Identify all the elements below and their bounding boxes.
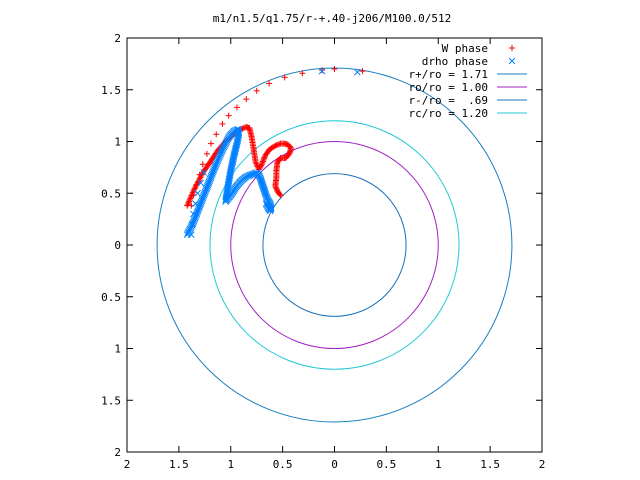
x-tick-label: 0.5 [273,458,293,471]
x-tick-label: 1 [227,458,234,471]
data-point [184,201,191,208]
legend-label: rc/ro = 1.20 [409,107,488,120]
data-point [185,199,192,206]
data-point [273,142,280,149]
data-point [318,67,326,75]
data-point [359,68,366,75]
legend-label: ro/ro = 1.00 [409,81,488,94]
data-point [252,159,259,166]
data-point [276,191,283,198]
legend-label: r-/ro = .69 [409,94,488,107]
x-tick-label: 0.5 [376,458,396,471]
y-tick-label: 2 [114,32,121,45]
data-point [272,183,279,190]
data-point [272,142,279,149]
data-point [186,198,193,205]
data-point [261,154,268,161]
data-point [187,195,194,202]
data-point [260,155,267,162]
x-tick-label: 1 [435,458,442,471]
data-point [253,87,260,94]
data-point [189,189,196,196]
series-group [183,67,361,239]
data-point [243,96,250,103]
legend-label: W phase [442,42,488,55]
y-tick-label: 0 [114,239,121,252]
legend-label: r+/ro = 1.71 [409,68,488,81]
data-point [194,189,201,197]
y-tick-label: 0.5 [101,291,121,304]
chart-title: m1/n1.5/q1.75/r-+.40-j206/M100.0/512 [213,12,451,25]
y-tick-label: 1 [114,136,121,149]
circle-line [230,141,439,349]
data-point [259,158,266,165]
data-point [186,196,193,203]
data-point [213,131,220,138]
x-tick-label: 2 [124,458,131,471]
data-point [191,186,198,193]
data-point [192,200,199,207]
data-point [194,179,201,186]
series-layer [183,66,366,239]
data-point [208,140,215,147]
y-tick-label: 1.5 [101,394,121,407]
data-point [219,120,226,127]
data-point [196,175,203,182]
x-tick-label: 1.5 [480,458,500,471]
tick-layer: 2 1.5 1 0.5 0 0.5 1 1.5 221.510.500.511.52 [101,32,545,471]
data-point [188,192,195,199]
y-tick-label: 2 [114,446,121,459]
data-point [276,141,283,148]
data-point [277,192,284,199]
circle-line [209,120,460,370]
data-point [184,202,191,209]
legend-label: drho phase [422,55,488,68]
data-point [195,178,202,185]
data-point [281,74,288,81]
x-tick-label: 0 [331,458,338,471]
x-tick-label: 2 [539,458,546,471]
legend-marker-key [509,45,515,51]
data-point [192,184,199,191]
legend-marker-key [508,57,516,65]
data-point [271,143,278,150]
data-point [187,193,194,200]
data-point [200,169,208,176]
x-tick-label: 1.5 [169,458,189,471]
data-point [272,184,279,191]
y-tick-label: 0.5 [101,187,121,200]
data-point [253,160,260,167]
data-point [197,179,205,187]
data-point [331,66,338,73]
circle-line [262,173,407,317]
data-point [189,191,196,198]
data-point [299,70,306,77]
data-point [258,161,265,168]
data-point [199,161,206,168]
data-point [273,185,280,192]
data-point [195,177,202,184]
data-point [225,112,232,119]
data-point [353,68,361,76]
data-point [266,80,273,87]
data-point [197,174,204,181]
data-point [262,200,270,207]
data-point [259,159,266,166]
y-tick-label: 1.5 [101,84,121,97]
y-tick-label: 1 [114,343,121,356]
data-point [258,162,265,169]
data-point [274,141,281,148]
data-point [319,67,326,74]
data-point [233,104,240,111]
data-point [260,157,267,164]
data-point [203,150,210,157]
